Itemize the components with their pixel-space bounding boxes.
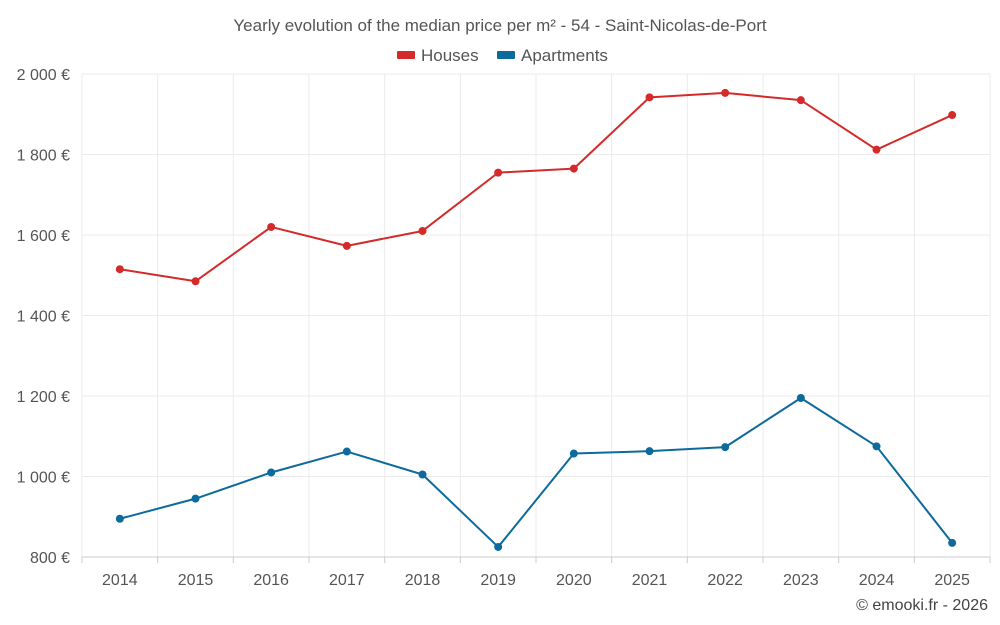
apartments-point-2021[interactable]	[645, 447, 654, 456]
apartments-point-2017[interactable]	[342, 447, 351, 456]
x-tick-label: 2014	[102, 572, 138, 589]
y-axis: 800 € 1 000 € 1 200 € 1 400 € 1 600 € 1 800 €…	[17, 67, 70, 567]
apartments-point-2023[interactable]	[796, 394, 805, 403]
houses-point-2014[interactable]	[115, 265, 124, 274]
grid	[81, 73, 991, 558]
houses-point-2019[interactable]	[494, 168, 503, 177]
apartments-point-2018[interactable]	[418, 470, 427, 479]
houses-point-2016[interactable]	[267, 222, 276, 231]
apartments-legend-label[interactable]: Apartments	[521, 46, 608, 65]
houses-point-2018[interactable]	[418, 226, 427, 235]
chart-title: Yearly evolution of the median price per…	[233, 16, 767, 35]
houses-point-2022[interactable]	[721, 88, 730, 97]
apartments-point-2020[interactable]	[569, 449, 578, 458]
x-tick-label: 2015	[178, 572, 214, 589]
y-tick-label: 1 400 €	[17, 309, 70, 326]
x-tick-label: 2022	[707, 572, 743, 589]
x-tick-label: 2019	[480, 572, 516, 589]
houses-legend-swatch	[397, 51, 415, 59]
apartments-point-2014[interactable]	[115, 514, 124, 523]
x-tick-label: 2018	[405, 572, 441, 589]
y-tick-label: 800 €	[30, 550, 70, 567]
x-tick-label: 2025	[934, 572, 970, 589]
y-tick-label: 1 600 €	[17, 228, 70, 245]
x-tick-label: 2024	[859, 572, 895, 589]
houses-point-2024[interactable]	[872, 145, 881, 154]
apartments-point-2015[interactable]	[191, 494, 200, 503]
houses-point-2020[interactable]	[569, 164, 578, 173]
series-group	[115, 88, 957, 551]
y-tick-label: 2 000 €	[17, 67, 70, 84]
apartments-point-2016[interactable]	[267, 468, 276, 477]
apartments-point-2024[interactable]	[872, 442, 881, 451]
houses-point-2017[interactable]	[342, 241, 351, 250]
houses-point-2021[interactable]	[645, 93, 654, 102]
x-tick-label: 2016	[253, 572, 289, 589]
houses-point-2025[interactable]	[948, 111, 957, 120]
x-tick-label: 2017	[329, 572, 365, 589]
apartments-point-2022[interactable]	[721, 443, 730, 452]
legend: Houses Apartments	[397, 46, 608, 65]
houses-point-2015[interactable]	[191, 277, 200, 286]
houses-legend-label[interactable]: Houses	[421, 46, 479, 65]
x-tick-label: 2021	[632, 572, 668, 589]
y-tick-label: 1 000 €	[17, 470, 70, 487]
x-axis: 2014 2015 2016 2017 2018 2019 2020 2021 2022 2023…	[81, 556, 991, 589]
x-tick-label: 2020	[556, 572, 592, 589]
apartments-point-2019[interactable]	[494, 542, 503, 551]
apartments-point-2025[interactable]	[948, 538, 957, 547]
apartments-legend-swatch	[497, 51, 515, 59]
credit-text: © emooki.fr - 2026	[856, 597, 988, 614]
apartments-series-line	[119, 397, 953, 548]
houses-point-2023[interactable]	[796, 96, 805, 105]
y-tick-label: 1 800 €	[17, 148, 70, 165]
x-tick-label: 2023	[783, 572, 819, 589]
houses-series-line	[119, 91, 953, 283]
y-tick-label: 1 200 €	[17, 389, 70, 406]
